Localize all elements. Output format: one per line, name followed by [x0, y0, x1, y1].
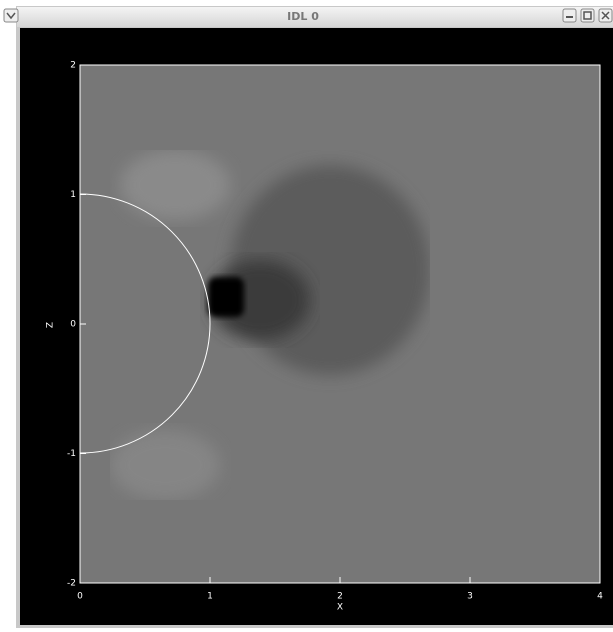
x-axis-label: X — [337, 603, 343, 613]
menu-icon — [6, 12, 16, 20]
y-tick-label: 2 — [70, 61, 76, 71]
light-region — [110, 430, 220, 500]
y-axis-label: Z — [46, 322, 56, 328]
y-tick-label: 1 — [70, 190, 76, 200]
y-tick-label: -1 — [67, 449, 76, 459]
maximize-icon — [583, 11, 592, 20]
title-bar[interactable] — [17, 7, 613, 27]
x-tick-label: 4 — [597, 592, 603, 602]
plot: X Z 0 1 2 3 4 -2 -1 0 1 2 — [46, 61, 604, 613]
dark-spot — [208, 277, 244, 317]
y-tick-label: 0 — [70, 320, 76, 330]
menu-button[interactable] — [3, 8, 19, 23]
image-features — [110, 150, 430, 500]
y-tick-label: -2 — [67, 579, 76, 589]
x-tick-label: 0 — [77, 592, 83, 602]
minimize-button[interactable] — [562, 8, 577, 23]
light-region — [120, 150, 230, 220]
x-tick-label: 1 — [207, 592, 213, 602]
maximize-button[interactable] — [580, 8, 595, 23]
close-icon — [601, 11, 610, 20]
x-tick-label: 3 — [467, 592, 473, 602]
x-tick-label: 2 — [337, 592, 343, 602]
body-outline — [79, 193, 211, 454]
window-title: IDL 0 — [287, 10, 319, 23]
